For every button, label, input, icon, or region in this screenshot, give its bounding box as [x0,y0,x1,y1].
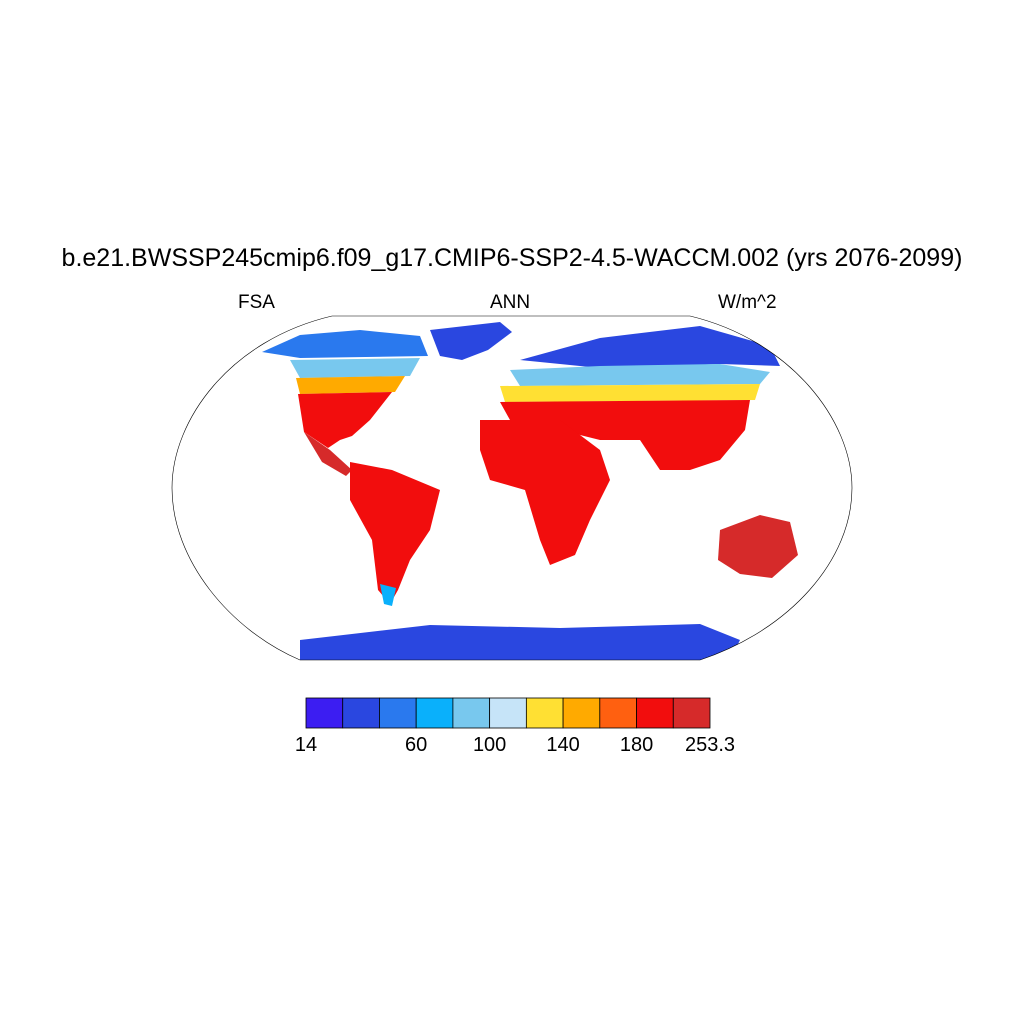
eurasia-midlat-region [500,384,760,402]
colorbar-swatch [342,697,380,729]
colorbar [305,697,711,729]
colorbar-swatch [672,697,711,729]
colorbar-swatch [525,697,564,729]
australia-region [718,515,798,578]
colorbar-swatch [379,697,417,729]
south-america-region [350,462,440,604]
colorbar-swatch [305,697,344,729]
eurasia-south-region [500,400,750,470]
north-america-south-region [298,392,392,448]
colorbar-tick-label: 253.3 [684,734,736,756]
mexico-region [304,432,352,476]
variable-label: FSA [238,292,275,313]
colorbar-tick-label: 14 [294,734,318,756]
eurasia-subarctic-region [510,364,770,386]
map-content [262,322,798,660]
colorbar-swatch [415,697,454,729]
colorbar-tick-label: 140 [546,734,580,756]
north-america-band-region [296,376,405,394]
units-label: W/m^2 [718,292,777,313]
colorbar-swatch [489,697,527,729]
north-america-arctic-region [262,330,428,358]
greenland-region [430,322,512,360]
colorbar-swatch [452,697,491,729]
antarctica-region [300,624,740,660]
eurasia-arctic-region [520,326,780,368]
south-america-tip-region [380,584,396,606]
africa-region [480,420,610,565]
colorbar-tick-label: 100 [472,734,507,756]
colorbar-tick-label: 60 [405,734,428,756]
map-boundary [171,315,853,661]
colorbar-tick-label: 180 [619,734,654,756]
colorbar-swatch [562,697,601,729]
colorbar-swatch [599,697,637,729]
colorbar-swatch [636,697,674,729]
map-title: b.e21.BWSSP245cmip6.f09_g17.CMIP6-SSP2-4… [61,244,963,272]
north-america-north-region [290,358,420,378]
season-label: ANN [490,292,531,313]
